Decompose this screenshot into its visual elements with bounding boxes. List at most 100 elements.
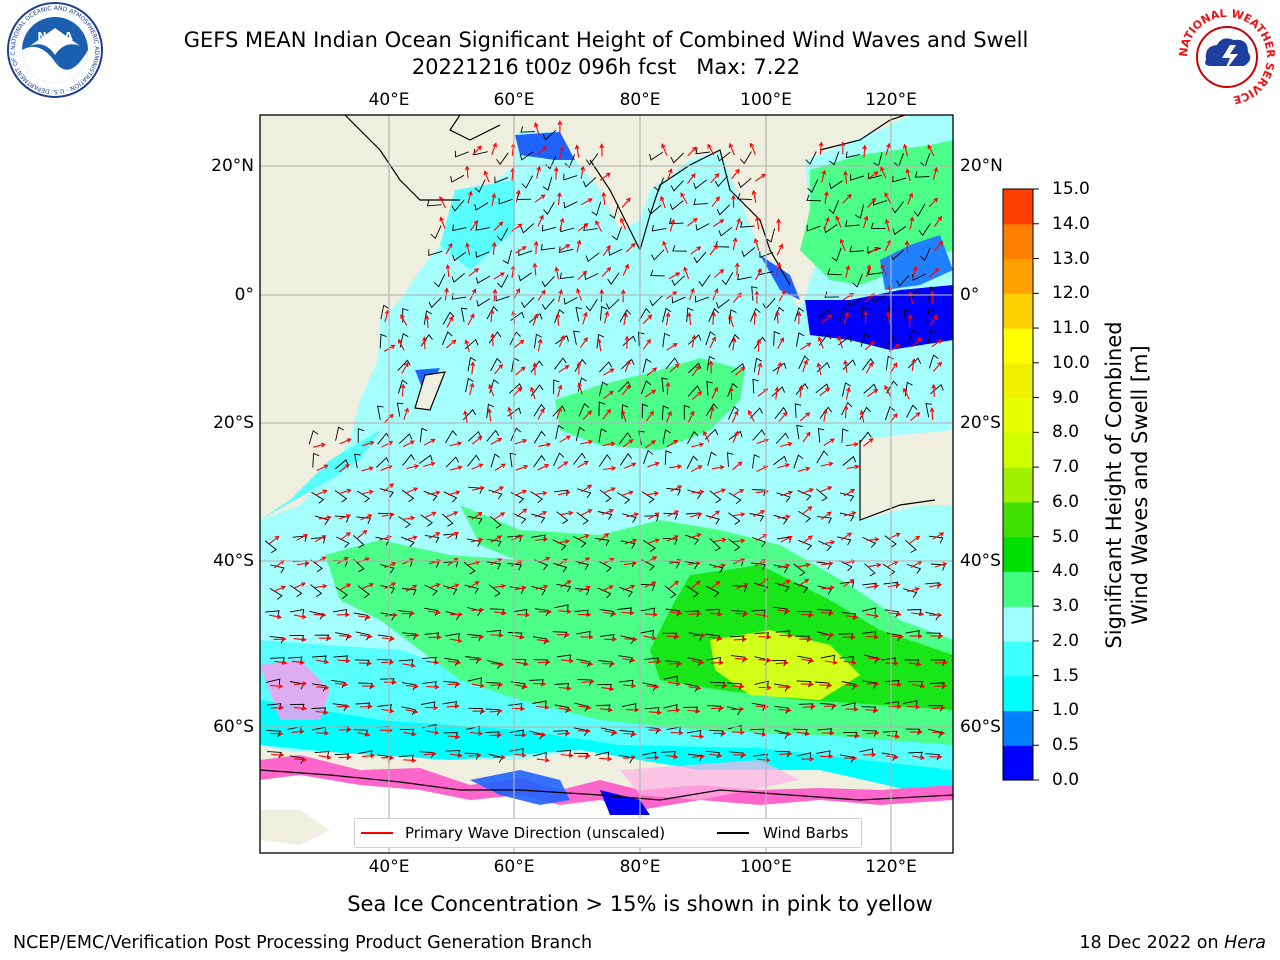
wave-direction-arrow [595, 220, 603, 232]
wind-barb [553, 730, 569, 737]
wind-barb [552, 405, 566, 417]
wave-direction-arrow [538, 556, 551, 564]
wind-barb [805, 151, 817, 165]
wave-direction-arrow [711, 464, 725, 470]
wave-direction-arrow [931, 339, 943, 348]
wave-direction-arrow [821, 632, 835, 638]
wave-direction-arrow [601, 686, 615, 692]
colorbar-segment [1003, 606, 1033, 642]
wave-direction-arrow [577, 533, 590, 540]
wave-direction-arrow [735, 611, 749, 617]
wave-direction-arrow [839, 238, 846, 252]
wind-barb [732, 585, 748, 593]
wind-barb [737, 177, 752, 189]
colorbar-tick-label: 14.0 [1052, 213, 1090, 234]
wave-direction-arrow [602, 408, 611, 420]
wave-direction-arrow [402, 663, 416, 668]
wave-direction-arrow [867, 388, 879, 397]
colorbar-segment [1003, 675, 1033, 712]
wind-barb [797, 655, 812, 665]
wind-barb [665, 357, 679, 370]
wind-barb [664, 585, 677, 599]
wave-direction-arrow [846, 464, 860, 470]
wind-barb [531, 513, 546, 524]
wind-barb [687, 430, 699, 445]
wave-direction-arrow [688, 611, 702, 617]
wave-direction-arrow [667, 681, 681, 687]
wave-direction-arrow [844, 755, 858, 761]
wave-direction-arrow [384, 582, 397, 590]
wind-barb [794, 403, 802, 418]
wind-barb [376, 456, 390, 468]
wave-direction-arrow [405, 487, 419, 494]
wind-barb [353, 559, 365, 573]
colorbar-tick-label: 9.0 [1052, 387, 1080, 408]
wave-direction-arrow [536, 146, 548, 156]
wave-direction-arrow [530, 386, 536, 400]
wave-direction-arrow [515, 189, 521, 203]
wave-direction-arrow [669, 218, 676, 232]
wave-direction-arrow [558, 685, 572, 691]
wave-direction-arrow [709, 580, 721, 590]
wind-barb [850, 174, 865, 181]
wave-direction-arrow [577, 223, 589, 232]
wave-direction-arrow [934, 660, 948, 665]
wind-barb [354, 453, 361, 469]
wind-barb [885, 355, 894, 371]
x-tick-top-100e: 100°E [740, 90, 792, 110]
wind-barb [871, 294, 886, 304]
wind-barb [434, 273, 446, 288]
wave-direction-arrow [932, 730, 946, 736]
wind-barb [754, 336, 767, 349]
wave-direction-arrow [449, 441, 463, 447]
wind-barb [502, 249, 512, 265]
wave-direction-arrow [843, 170, 849, 184]
colorbar-segment [1003, 258, 1033, 294]
wave-direction-arrow [488, 383, 495, 397]
colorbar [1003, 188, 1039, 781]
wind-barb [609, 204, 619, 219]
wave-direction-arrow [560, 510, 574, 516]
wind-barb [775, 582, 790, 593]
wind-barb [775, 630, 791, 637]
wave-direction-arrow [868, 562, 882, 568]
wind-barb [598, 660, 613, 668]
wave-direction-arrow [934, 683, 948, 689]
wave-direction-arrow [670, 485, 683, 492]
colorbar-segment [1003, 745, 1033, 781]
wave-direction-arrow [314, 535, 327, 543]
wind-barb [669, 200, 684, 211]
wind-barb [693, 179, 707, 190]
wave-direction-arrow [318, 754, 332, 760]
wave-direction-arrow [293, 681, 308, 687]
wind-barb [573, 330, 580, 345]
wave-direction-arrow [732, 461, 743, 471]
wind-barb [794, 582, 809, 593]
wave-direction-arrow [490, 333, 496, 347]
wind-barb [553, 379, 560, 395]
wind-barb [591, 201, 602, 216]
wave-direction-arrow [621, 490, 634, 497]
wave-direction-arrow [439, 195, 446, 208]
wind-barb [859, 431, 872, 444]
wave-direction-arrow [665, 754, 679, 760]
wind-barb [708, 308, 720, 322]
wave-direction-arrow [468, 581, 480, 589]
wind-barb [905, 539, 917, 553]
wave-direction-arrow [381, 636, 396, 642]
wind-barb [774, 705, 790, 714]
wave-direction-arrow [423, 751, 437, 757]
wave-direction-arrow [428, 582, 441, 589]
wave-direction-arrow [728, 142, 735, 156]
wave-direction-arrow [645, 440, 656, 449]
wave-direction-arrow [538, 442, 552, 448]
wave-direction-arrow [537, 214, 544, 227]
wind-barb [706, 381, 713, 396]
wind-barb [653, 177, 665, 192]
wave-direction-arrow [599, 707, 614, 713]
wind-barb [752, 378, 759, 394]
wave-direction-arrow [800, 681, 814, 687]
wave-direction-arrow [405, 709, 419, 714]
wave-direction-arrow [557, 730, 571, 736]
